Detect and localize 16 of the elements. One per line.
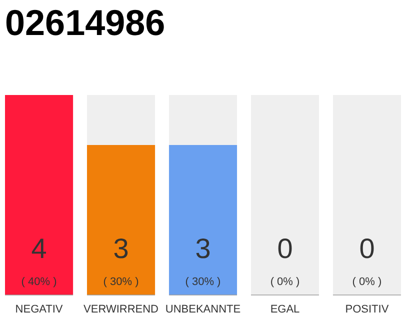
x-tick-label: UNBEKANNTE (165, 304, 241, 316)
data-label: 0 (277, 233, 293, 264)
annotation: ( 0% ) (270, 276, 300, 288)
x-tick-label: VERWIRREND (84, 304, 159, 316)
data-label: 3 (113, 233, 129, 264)
x-tick-label: NEGATIV (15, 304, 64, 316)
annotation: ( 30% ) (103, 276, 139, 288)
data-label: 3 (195, 233, 211, 264)
annotation: ( 0% ) (352, 276, 382, 288)
data-label: 0 (359, 233, 375, 264)
annotation: ( 40% ) (21, 276, 57, 288)
chart-title: 02614986 (5, 2, 166, 43)
x-tick-label: EGAL (270, 304, 300, 316)
annotation: ( 30% ) (185, 276, 221, 288)
data-label: 4 (31, 233, 47, 264)
x-tick-label: POSITIV (345, 304, 390, 316)
